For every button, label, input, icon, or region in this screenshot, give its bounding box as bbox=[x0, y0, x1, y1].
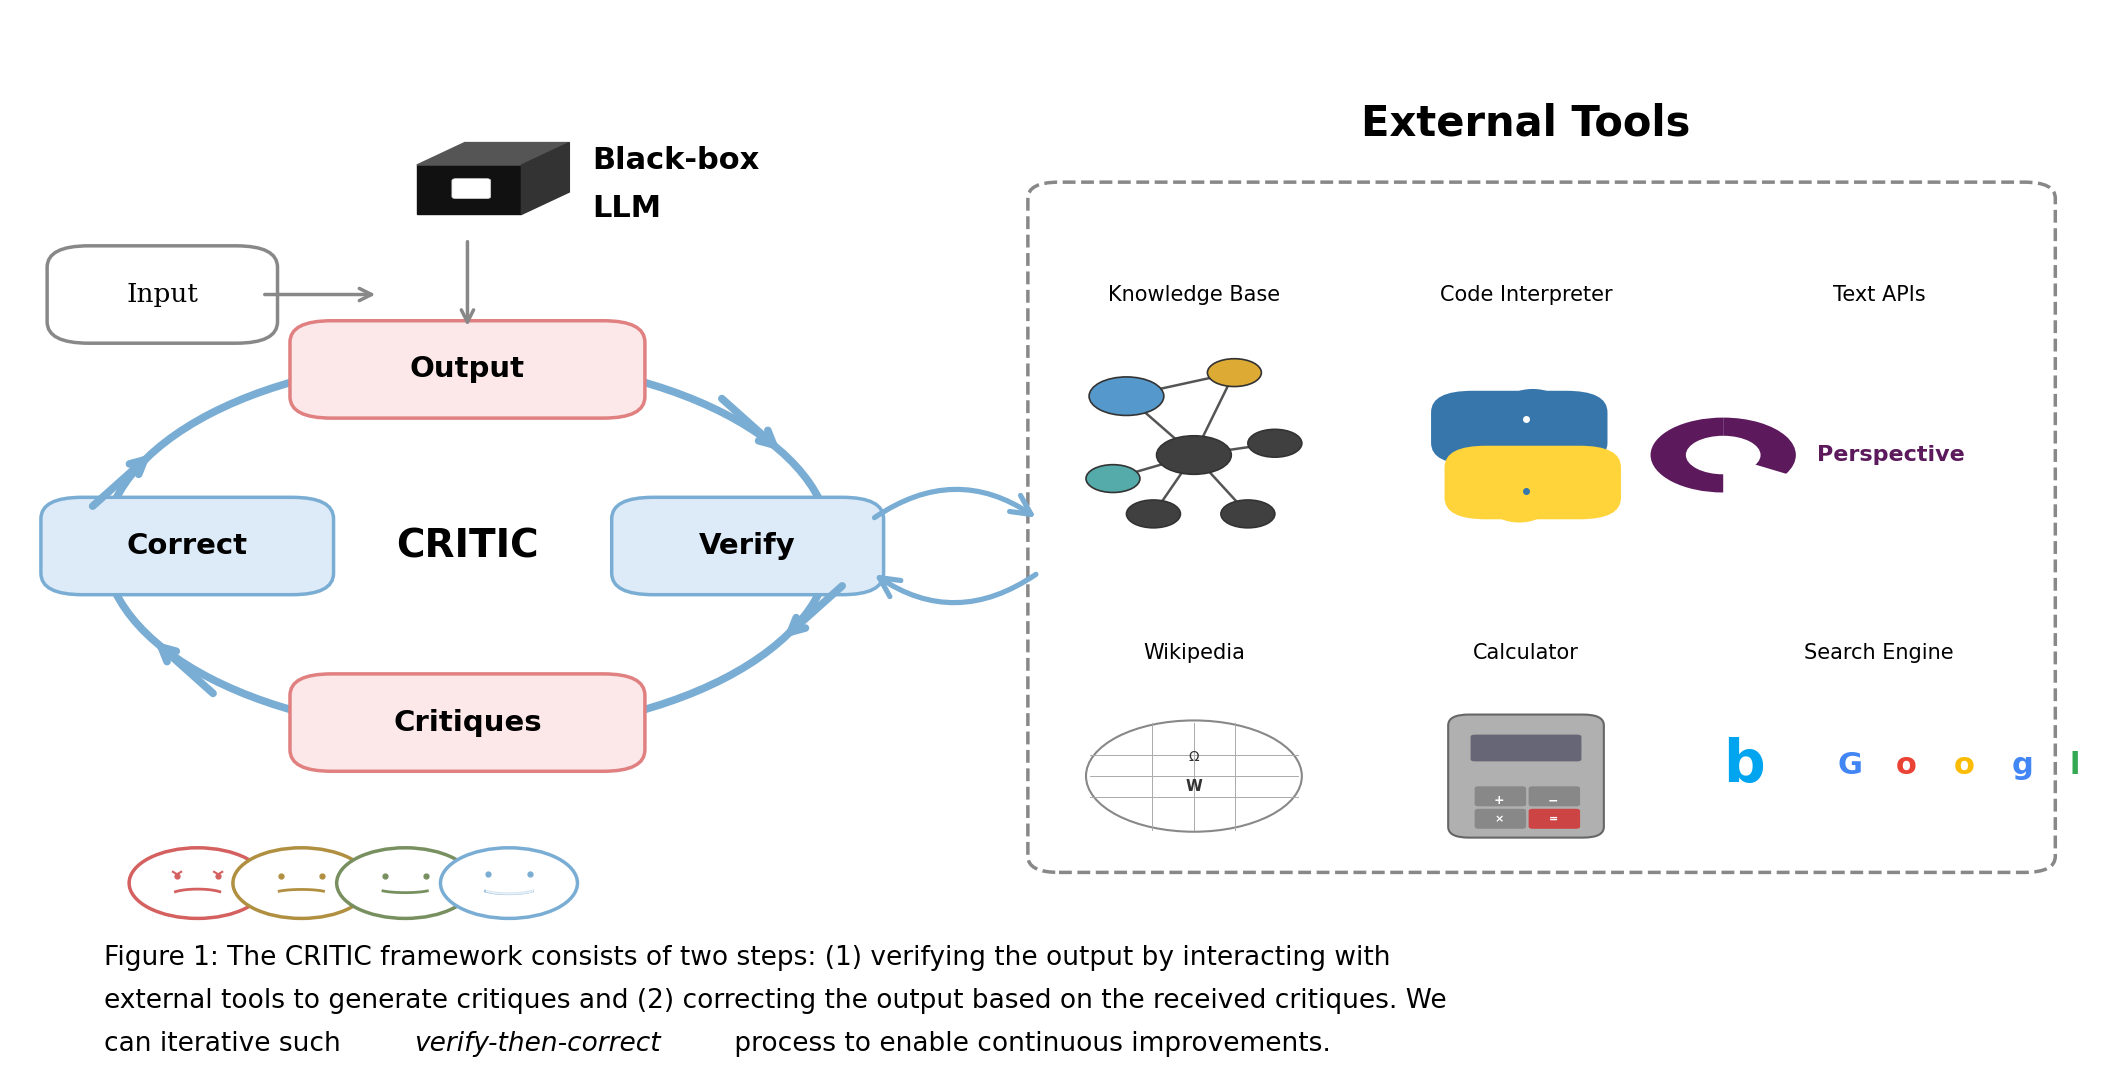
Text: LLM: LLM bbox=[593, 194, 661, 224]
Text: Wikipedia: Wikipedia bbox=[1144, 643, 1245, 663]
Polygon shape bbox=[417, 143, 570, 165]
FancyBboxPatch shape bbox=[1027, 182, 2054, 873]
Text: l: l bbox=[2069, 751, 2080, 780]
Circle shape bbox=[441, 847, 578, 918]
Text: external tools to generate critiques and (2) correcting the output based on the : external tools to generate critiques and… bbox=[104, 988, 1447, 1013]
FancyBboxPatch shape bbox=[290, 674, 644, 771]
FancyBboxPatch shape bbox=[1474, 786, 1527, 806]
Wedge shape bbox=[1650, 417, 1724, 492]
Circle shape bbox=[1207, 359, 1262, 387]
FancyBboxPatch shape bbox=[1470, 735, 1582, 761]
Text: verify-then-correct: verify-then-correct bbox=[415, 1031, 661, 1057]
FancyBboxPatch shape bbox=[451, 179, 491, 199]
Text: g: g bbox=[2012, 751, 2033, 780]
Circle shape bbox=[1089, 377, 1163, 415]
Circle shape bbox=[129, 847, 267, 918]
Circle shape bbox=[1087, 465, 1139, 492]
Text: Verify: Verify bbox=[699, 532, 796, 560]
FancyBboxPatch shape bbox=[1449, 714, 1603, 838]
FancyBboxPatch shape bbox=[1432, 391, 1608, 464]
Text: Ω: Ω bbox=[1188, 750, 1199, 763]
Text: process to enable continuous improvements.: process to enable continuous improvement… bbox=[726, 1031, 1330, 1057]
Circle shape bbox=[1156, 436, 1231, 474]
Text: External Tools: External Tools bbox=[1362, 103, 1690, 144]
Text: W: W bbox=[1186, 780, 1203, 794]
Text: o: o bbox=[1896, 751, 1917, 780]
Text: Text APIs: Text APIs bbox=[1832, 285, 1925, 305]
Text: Critiques: Critiques bbox=[394, 709, 542, 737]
Text: Black-box: Black-box bbox=[593, 146, 758, 175]
Text: CRITIC: CRITIC bbox=[396, 527, 538, 565]
FancyBboxPatch shape bbox=[612, 497, 883, 595]
Text: Search Engine: Search Engine bbox=[1805, 643, 1953, 663]
FancyBboxPatch shape bbox=[40, 497, 333, 595]
Text: ×: × bbox=[1495, 814, 1504, 823]
Text: +: + bbox=[1493, 794, 1504, 807]
Text: −: − bbox=[1548, 794, 1559, 807]
Circle shape bbox=[1087, 721, 1303, 832]
Text: Correct: Correct bbox=[127, 532, 248, 560]
Text: Input: Input bbox=[127, 282, 199, 307]
Circle shape bbox=[1506, 389, 1559, 417]
Polygon shape bbox=[417, 165, 521, 214]
Text: can iterative such: can iterative such bbox=[104, 1031, 349, 1057]
Circle shape bbox=[337, 847, 474, 918]
Circle shape bbox=[233, 847, 371, 918]
Text: o: o bbox=[1953, 751, 1974, 780]
Wedge shape bbox=[1724, 417, 1796, 474]
Text: Code Interpreter: Code Interpreter bbox=[1440, 285, 1612, 305]
Text: Output: Output bbox=[411, 355, 525, 383]
Circle shape bbox=[1493, 495, 1546, 522]
Text: Knowledge Base: Knowledge Base bbox=[1108, 285, 1279, 305]
FancyBboxPatch shape bbox=[1529, 786, 1580, 806]
Circle shape bbox=[1248, 429, 1303, 458]
Circle shape bbox=[1220, 500, 1275, 527]
FancyBboxPatch shape bbox=[290, 321, 644, 418]
Text: =: = bbox=[1548, 814, 1557, 823]
Text: Perspective: Perspective bbox=[1817, 446, 1963, 465]
Text: Calculator: Calculator bbox=[1474, 643, 1578, 663]
FancyBboxPatch shape bbox=[1444, 446, 1620, 520]
FancyBboxPatch shape bbox=[47, 246, 277, 343]
FancyBboxPatch shape bbox=[1529, 809, 1580, 829]
Text: Figure 1: The CRITIC framework consists of two steps: (1) verifying the output b: Figure 1: The CRITIC framework consists … bbox=[104, 945, 1392, 971]
Text: G: G bbox=[1838, 751, 1862, 780]
FancyBboxPatch shape bbox=[1474, 809, 1527, 829]
Polygon shape bbox=[521, 143, 570, 214]
Text: b: b bbox=[1724, 737, 1764, 794]
Circle shape bbox=[1127, 500, 1180, 527]
Circle shape bbox=[1686, 436, 1760, 474]
